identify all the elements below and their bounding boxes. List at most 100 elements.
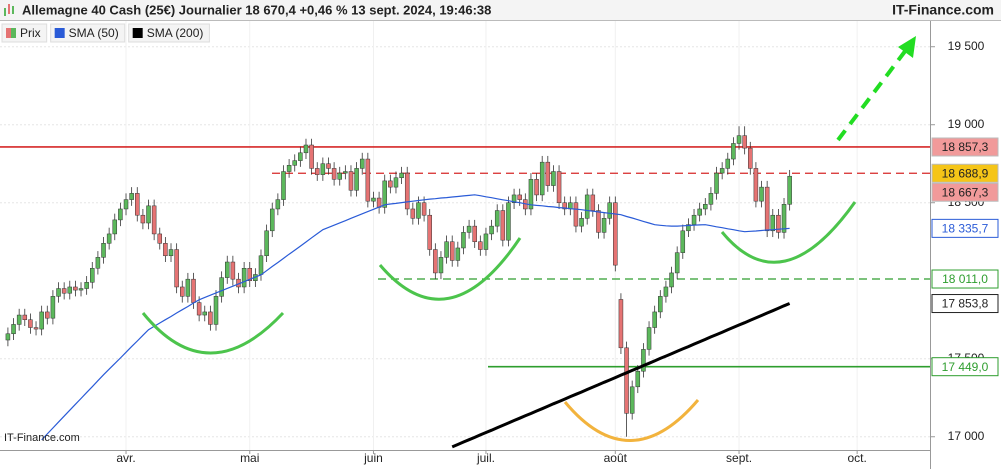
candle-body [686, 224, 691, 232]
candle-body [461, 232, 466, 249]
candle-body [635, 370, 641, 388]
candle-body [101, 243, 106, 258]
candle-body [247, 268, 252, 281]
candle-body [45, 311, 50, 319]
price-label: 18 688,9 [942, 166, 989, 180]
candle-body [78, 288, 84, 291]
candle-body [703, 204, 708, 210]
candle-body [590, 194, 596, 211]
candle-body [545, 161, 551, 186]
sma-line [451, 302, 791, 449]
candle-body [781, 204, 787, 233]
candle-body [264, 230, 269, 257]
candle-body [719, 168, 725, 174]
candle-body [365, 158, 371, 202]
legend-swatch [132, 28, 143, 38]
candle-body [168, 249, 174, 257]
candle-body [135, 193, 140, 216]
candle-body [404, 172, 410, 210]
candle-body [90, 268, 95, 283]
candle-body [416, 202, 421, 219]
candle-body [185, 278, 191, 297]
legend-swatch [54, 28, 65, 38]
candle-body [455, 247, 461, 261]
candle-body [629, 386, 635, 414]
candle-body [748, 147, 753, 169]
candle-body [180, 286, 185, 297]
candle-body [534, 179, 539, 196]
candle-body [292, 160, 297, 166]
candle-body [95, 257, 101, 269]
target-arrow-head [898, 36, 916, 58]
candle-body [680, 230, 686, 253]
brand: IT-Finance.com [892, 2, 994, 18]
x-tick-label: juil. [476, 451, 495, 465]
legend-swatch [6, 28, 11, 38]
candle-body [129, 193, 134, 200]
candle-body [56, 288, 61, 297]
candle-body [691, 214, 697, 225]
support-curve [141, 311, 285, 355]
candle-body [359, 158, 365, 169]
candle-body [337, 172, 342, 180]
candle-body [140, 214, 146, 224]
legend-item: SMA (50) [50, 23, 126, 43]
candle-body [269, 208, 275, 232]
candle-body [106, 233, 112, 244]
candle-body [354, 168, 359, 191]
candle-body [28, 319, 33, 328]
candle-body [506, 202, 511, 241]
candle-body [444, 241, 449, 258]
candle-body [219, 277, 224, 297]
candle-body [776, 214, 781, 233]
candle-body [624, 347, 629, 414]
candle-body [326, 163, 331, 169]
watermark: IT-Finance.com [4, 432, 80, 444]
candle-body [196, 302, 202, 316]
plot [0, 126, 930, 449]
candle-body [348, 171, 354, 191]
candle-body [427, 214, 432, 250]
candle-body [596, 210, 601, 233]
legend-swatch [11, 28, 16, 38]
candle-body [573, 202, 579, 227]
candle-body [551, 171, 556, 186]
candle-body [433, 249, 438, 274]
price-box [931, 163, 999, 183]
candle-body [787, 175, 792, 205]
legend-item: SMA (200) [128, 23, 210, 43]
candle-body [613, 202, 618, 266]
legend-bg [50, 23, 126, 43]
candle-body [759, 186, 764, 202]
candle-body [50, 296, 56, 319]
candle-body [421, 202, 427, 216]
candle-body [281, 171, 286, 200]
candle-body [697, 208, 702, 216]
candle-body [753, 168, 759, 202]
candle-body [736, 135, 742, 144]
candle-body [584, 194, 590, 219]
candle-body [472, 225, 477, 242]
candle-body [658, 296, 663, 313]
annotations [141, 36, 916, 442]
candle-body [742, 135, 747, 149]
candle-body [151, 205, 157, 235]
candle-body [388, 180, 393, 188]
price-label: 17 449,0 [942, 360, 989, 374]
price-label: 18 857,3 [942, 140, 989, 154]
candle-body [118, 208, 123, 221]
price-label: 18 667,3 [942, 185, 989, 199]
candle-body [230, 261, 236, 280]
candle-body [528, 179, 534, 210]
price-box [931, 218, 999, 238]
x-tick-label: mai [240, 451, 259, 465]
candle-body [646, 327, 652, 350]
candle-body [382, 180, 387, 208]
candle-body [202, 311, 208, 316]
candle-body [112, 219, 118, 235]
candle-body [764, 186, 770, 232]
candle-body [770, 214, 776, 232]
candle-body [331, 168, 337, 180]
